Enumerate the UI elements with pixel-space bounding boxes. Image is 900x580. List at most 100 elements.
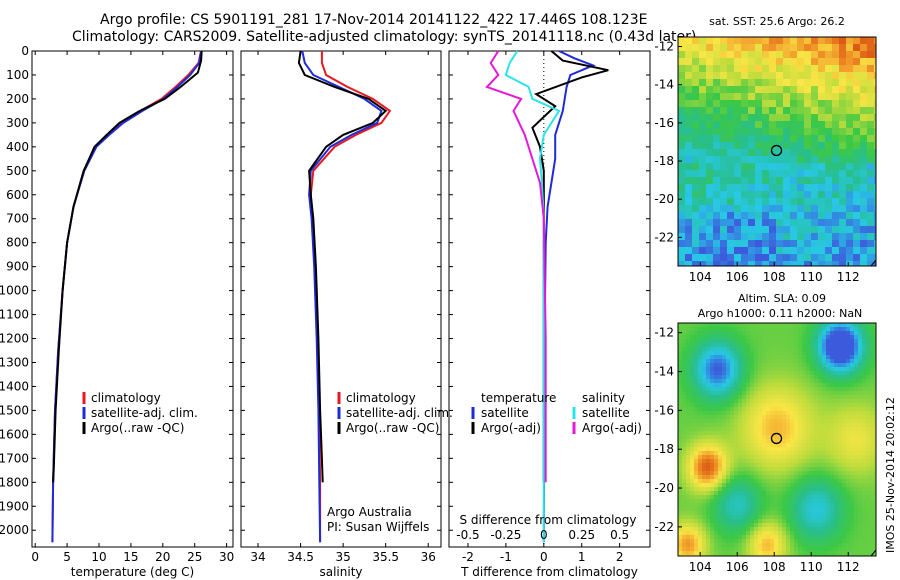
map-cell (850, 551, 855, 556)
map-cell (738, 359, 743, 364)
map-cell (694, 479, 699, 484)
map-cell (797, 44, 805, 52)
map-cell (838, 387, 843, 392)
map-cell (846, 491, 851, 496)
map-cell (734, 439, 739, 444)
map-cell (858, 435, 863, 440)
map-cell (750, 463, 755, 468)
map-cell (722, 419, 727, 424)
map-cell (762, 100, 770, 108)
map-cell (797, 107, 805, 115)
map-cell (846, 447, 851, 452)
map-cell (718, 531, 723, 536)
map-cell (690, 483, 695, 488)
legend-label: climatology (91, 391, 161, 405)
map-cell (718, 355, 723, 360)
map-cell (804, 156, 812, 164)
map-cell (814, 511, 819, 516)
map-cell (802, 327, 807, 332)
map-cell (741, 44, 749, 52)
map-cell (842, 451, 847, 456)
map-cell (838, 423, 843, 428)
map-cell (750, 479, 755, 484)
map-cell (783, 240, 791, 248)
map-cell (730, 359, 735, 364)
map-cell (870, 511, 875, 516)
map-cell (682, 531, 687, 536)
map-cell (750, 495, 755, 500)
map-cell (692, 100, 700, 108)
map-cell (762, 407, 767, 412)
map-cell (730, 455, 735, 460)
map-cell (774, 487, 779, 492)
map-cell (810, 479, 815, 484)
map-cell (678, 65, 686, 73)
map-cell (867, 254, 875, 262)
map-cell (870, 479, 875, 484)
map-cell (842, 483, 847, 488)
map-cell (825, 163, 833, 171)
map-cell (842, 491, 847, 496)
map-cell (710, 343, 715, 348)
map-cell (748, 233, 756, 241)
map-cell (742, 335, 747, 340)
y-tick-label: -12 (654, 40, 674, 54)
map-cell (786, 367, 791, 372)
map-cell (782, 355, 787, 360)
map-cell (690, 499, 695, 504)
map-cell (738, 415, 743, 420)
map-cell (798, 379, 803, 384)
map-cell (714, 503, 719, 508)
map-cell (762, 531, 767, 536)
series-line-s-argo-adj- (485, 50, 547, 483)
map-cell (822, 447, 827, 452)
map-cell (776, 170, 784, 178)
map-cell (678, 467, 683, 472)
map-cell (830, 459, 835, 464)
map-cell (685, 212, 693, 220)
map-cell (867, 79, 875, 87)
map-cell (838, 447, 843, 452)
map-cell (810, 395, 815, 400)
map-cell (818, 247, 826, 255)
map-cell (762, 503, 767, 508)
map-cell (678, 379, 683, 384)
map-cell (830, 463, 835, 468)
map-cell (734, 107, 742, 115)
map-cell (734, 128, 742, 136)
map-cell (850, 475, 855, 480)
map-cell (832, 163, 840, 171)
map-cell (826, 403, 831, 408)
map-cell (778, 451, 783, 456)
map-cell (686, 487, 691, 492)
map-cell (778, 479, 783, 484)
map-cell (722, 471, 727, 476)
map-cell (738, 435, 743, 440)
map-cell (822, 375, 827, 380)
map-cell (838, 363, 843, 368)
map-cell (858, 535, 863, 540)
map-cell (850, 511, 855, 516)
map-cell (811, 170, 819, 178)
map-cell (758, 535, 763, 540)
map-cell (838, 347, 843, 352)
map-cell (798, 359, 803, 364)
map-cell (874, 439, 876, 444)
map-cell (714, 387, 719, 392)
map-cell (798, 447, 803, 452)
map-cell (748, 114, 756, 122)
map-cell (874, 403, 876, 408)
map-cell (834, 467, 839, 472)
map-cell (734, 527, 739, 532)
map-cell (710, 383, 715, 388)
map-cell (798, 467, 803, 472)
map-cell (862, 535, 867, 540)
map-cell (858, 447, 863, 452)
map-cell (762, 107, 770, 115)
map-cell (774, 387, 779, 392)
map-cell (822, 383, 827, 388)
map-cell (858, 467, 863, 472)
map-cell (750, 395, 755, 400)
map-cell (686, 407, 691, 412)
map-cell (694, 339, 699, 344)
